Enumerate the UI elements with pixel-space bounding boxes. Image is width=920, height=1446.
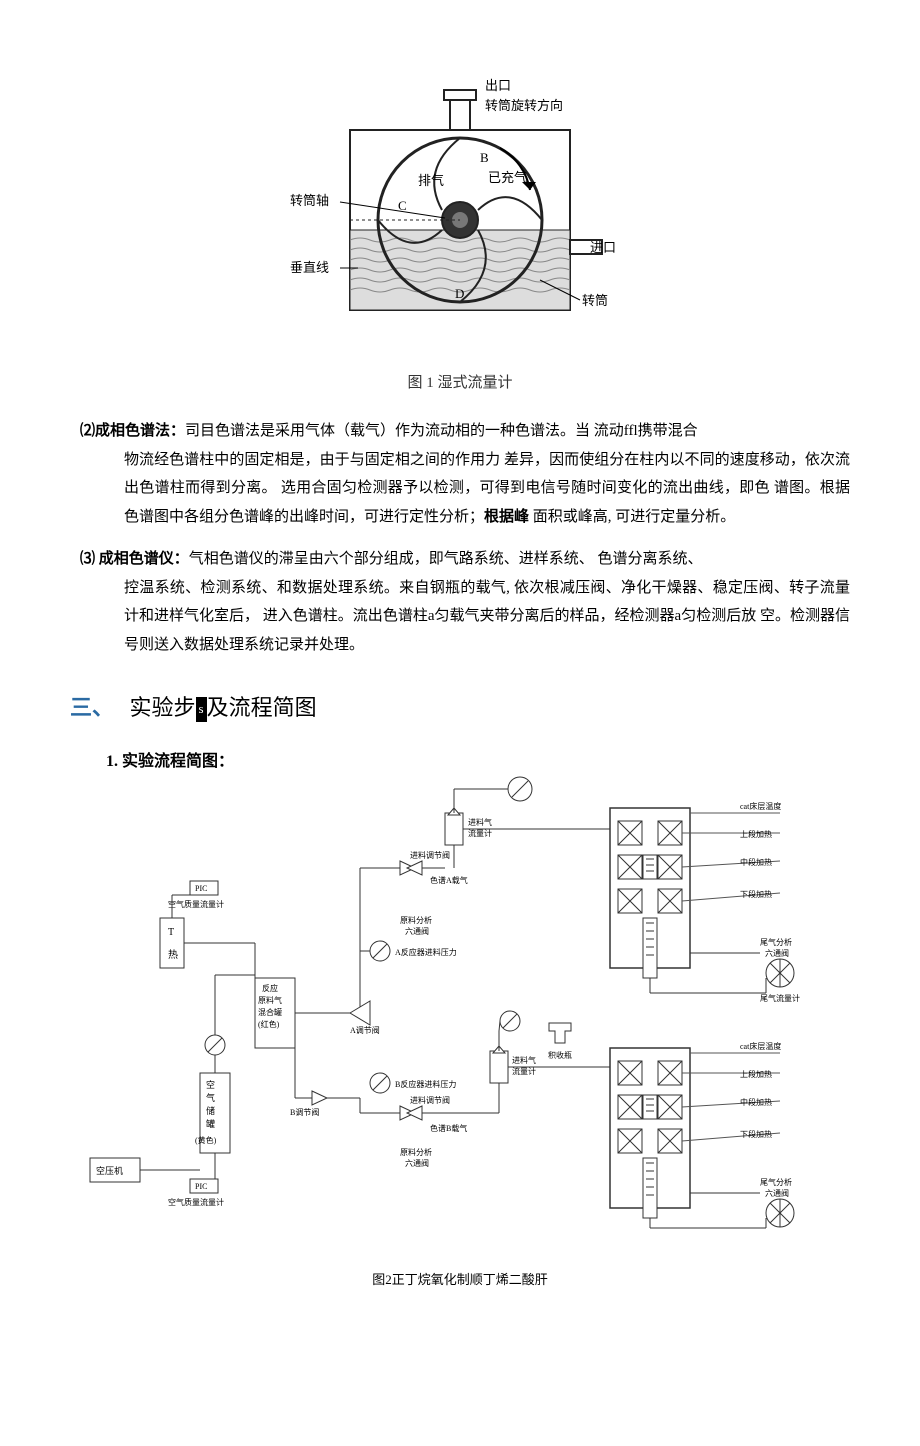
svg-text:反应: 反应 xyxy=(262,983,278,993)
para2-body: 物流经色谱柱中的固定相是，由于与固定相之间的作用力 差异，因而使组分在柱内以不同… xyxy=(124,446,850,532)
svg-text:(红色): (红色) xyxy=(258,1019,280,1029)
section-3-heading: 三、 实验步s及流程简图 xyxy=(70,687,850,729)
lbl-a-valve: A调节阀 xyxy=(350,1026,380,1035)
svg-text:原料气: 原料气 xyxy=(258,995,282,1005)
process-flow-svg: 空压机 空 气 储 罐 (黄色) PIC 空气质量流量计 反应 原料气 混合罐 … xyxy=(80,753,840,1233)
section-3-num: 三、 xyxy=(70,695,114,720)
label-inlet: 进口 xyxy=(590,240,616,255)
lbl-recv: 积收瓶 xyxy=(548,1050,572,1060)
lbl-mid-a: 中段加热 xyxy=(740,857,772,867)
svg-text:进料气: 进料气 xyxy=(468,817,492,827)
lbl-pic-b: PIC xyxy=(195,1182,207,1191)
lbl-feed-valve-b: 进料调节阀 xyxy=(410,1095,450,1105)
label-D: D xyxy=(455,286,464,301)
label-drum-axis: 转筒轴 xyxy=(290,193,329,208)
label-filled: 已充气 xyxy=(488,170,527,185)
lbl-heat: 热 xyxy=(168,948,178,961)
svg-text:原料分析: 原料分析 xyxy=(400,1147,432,1157)
lbl-a-press: A反应器进料压力 xyxy=(395,947,457,957)
label-drum: 转筒 xyxy=(582,293,608,308)
label-B: B xyxy=(480,150,489,165)
label-C: C xyxy=(398,198,407,213)
lbl-mid-b: 中段加热 xyxy=(740,1097,772,1107)
lbl-b-press: B反应器进料压力 xyxy=(395,1079,456,1089)
svg-text:(黄色): (黄色) xyxy=(195,1135,217,1145)
svg-text:尾气分析: 尾气分析 xyxy=(760,1177,792,1187)
reactor-a xyxy=(610,808,690,978)
paragraph-2: ⑵成相色谱法：司目色谱法是采用气体（载气）作为流动相的一种色谱法。当 流动ffl… xyxy=(80,417,850,531)
lbl-pic-t: PIC xyxy=(195,884,207,893)
figure-1: 出口 转筒旋转方向 B 转筒轴 排气 已充气 C 垂直线 D 进口 转筒 xyxy=(70,70,850,361)
lbl-compressor: 空压机 xyxy=(96,1165,123,1176)
lbl-upper-b: 上段加热 xyxy=(740,1069,772,1079)
lbl-cat-a: cat床层温度 xyxy=(740,801,781,811)
label-drum-dir: 转筒旋转方向 xyxy=(485,98,563,113)
section-3-badge: s xyxy=(196,697,207,722)
reactor-b xyxy=(610,1048,690,1218)
svg-text:储: 储 xyxy=(206,1105,215,1116)
svg-text:罐: 罐 xyxy=(206,1118,215,1129)
lbl-T: T xyxy=(168,927,174,938)
figure-2-caption: 图2正丁烷氧化制顺丁烯二酸肝 xyxy=(70,1268,850,1293)
svg-text:原料分析: 原料分析 xyxy=(400,915,432,925)
lbl-chrom-a: 色谱A载气 xyxy=(430,875,468,885)
svg-text:混合罐: 混合罐 xyxy=(258,1007,282,1017)
lbl-lower-b: 下段加热 xyxy=(740,1129,772,1139)
lbl-air-tank-1: 空 xyxy=(206,1079,215,1090)
lbl-lower-a: 下段加热 xyxy=(740,889,772,899)
svg-text:六通阀: 六通阀 xyxy=(405,1158,429,1168)
lbl-air-mass-b: 空气质量流量计 xyxy=(168,1197,224,1207)
para2-body-inline: 司目色谱法是采用气体（载气）作为流动相的一种色谱法。当 流动ffl携带混合 xyxy=(185,423,698,439)
section-3-title-part1: 实验步 xyxy=(130,695,196,720)
label-vertical-line: 垂直线 xyxy=(290,260,329,275)
para3-label: ⑶ 成相色谱仪： xyxy=(80,551,189,567)
lbl-cat-b: cat床层温度 xyxy=(740,1041,781,1051)
para3-body-inline: 气相色谱仪的滞呈由六个部分组成，即气路系统、进样系统、 色谱分离系统、 xyxy=(189,551,703,567)
section-3-title-part2: 及流程简图 xyxy=(207,695,317,720)
wet-flow-meter-svg: 出口 转筒旋转方向 B 转筒轴 排气 已充气 C 垂直线 D 进口 转筒 xyxy=(290,70,630,350)
para3-body: 控温系统、检测系统、和数据处理系统。来自钢瓶的载气, 依次根减压阀、净化干燥器、… xyxy=(124,574,850,660)
svg-text:六通阀: 六通阀 xyxy=(765,948,789,958)
lbl-feed-valve-a: 进料调节阀 xyxy=(410,850,450,860)
para2-label: ⑵成相色谱法： xyxy=(80,423,185,439)
lbl-chrom-b: 色谱B载气 xyxy=(430,1123,467,1133)
paragraph-3: ⑶ 成相色谱仪：气相色谱仪的滞呈由六个部分组成，即气路系统、进样系统、 色谱分离… xyxy=(80,545,850,659)
svg-text:进料气: 进料气 xyxy=(512,1055,536,1065)
label-outlet: 出口 xyxy=(485,78,511,93)
lbl-air-mass-t: 空气质量流量计 xyxy=(168,899,224,909)
figure-2: 空压机 空 气 储 罐 (黄色) PIC 空气质量流量计 反应 原料气 混合罐 … xyxy=(70,753,850,1244)
svg-text:六通阀: 六通阀 xyxy=(765,1188,789,1198)
lbl-tailflow-a: 尾气流量计 xyxy=(760,993,800,1003)
figure-1-caption: 图 1 湿式流量计 xyxy=(70,369,850,398)
lbl-b-valve: B调节阀 xyxy=(290,1108,319,1117)
svg-text:气: 气 xyxy=(206,1092,215,1103)
svg-text:六通阀: 六通阀 xyxy=(405,926,429,936)
svg-text:尾气分析: 尾气分析 xyxy=(760,937,792,947)
lbl-upper-a: 上段加热 xyxy=(740,829,772,839)
label-exhaust: 排气 xyxy=(418,173,444,188)
